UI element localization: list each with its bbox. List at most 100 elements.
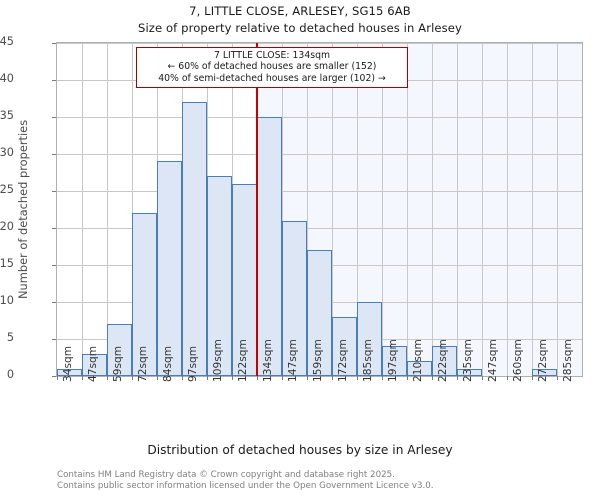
x-tick-mark-185sqm	[357, 376, 358, 380]
footer-line-2: Contains public sector information licen…	[57, 480, 434, 491]
x-tick-mark-34sqm	[57, 376, 58, 380]
gridline-y-35	[57, 117, 582, 118]
y-tick-label-10: 10	[0, 294, 14, 307]
histogram-bar	[432, 346, 457, 376]
x-tick-mark-210sqm	[407, 376, 408, 380]
x-tick-mark-134sqm	[257, 376, 258, 380]
y-tick-mark-20	[52, 228, 56, 229]
y-tick-mark-10	[52, 302, 56, 303]
x-tick-label-122sqm: 122sqm	[237, 339, 249, 382]
y-tick-mark-15	[52, 265, 56, 266]
y-tick-mark-30	[52, 154, 56, 155]
gridline-x-285sqm	[557, 43, 558, 376]
plot-area	[56, 42, 583, 377]
x-tick-mark-197sqm	[382, 376, 383, 380]
x-tick-label-72sqm: 72sqm	[137, 345, 149, 382]
histogram-bar	[132, 213, 157, 376]
y-tick-label-20: 20	[0, 220, 14, 233]
y-tick-mark-0	[52, 376, 56, 377]
histogram-bar	[107, 324, 132, 376]
x-tick-label-197sqm: 197sqm	[387, 339, 399, 382]
gridline-x-260sqm	[507, 43, 508, 376]
histogram-bar	[407, 361, 432, 376]
x-tick-label-260sqm: 260sqm	[512, 339, 524, 382]
x-tick-label-84sqm: 84sqm	[162, 345, 174, 382]
gridline-y-25	[57, 191, 582, 192]
x-tick-mark-97sqm	[182, 376, 183, 380]
x-tick-label-34sqm: 34sqm	[62, 345, 74, 382]
y-tick-label-5: 5	[6, 331, 14, 344]
y-tick-label-40: 40	[0, 72, 14, 85]
x-tick-label-272sqm: 272sqm	[537, 339, 549, 382]
gridline-x-235sqm	[457, 43, 458, 376]
x-tick-label-222sqm: 222sqm	[437, 339, 449, 382]
gridline-x-185sqm	[357, 43, 358, 376]
x-tick-label-97sqm: 97sqm	[187, 345, 199, 382]
property-size-marker-line	[256, 43, 258, 376]
x-tick-label-247sqm: 247sqm	[487, 339, 499, 382]
gridline-x-247sqm	[482, 43, 483, 376]
histogram-bar	[532, 368, 557, 376]
y-tick-label-25: 25	[0, 183, 14, 196]
x-tick-mark-222sqm	[432, 376, 433, 380]
gridline-x-272sqm	[532, 43, 533, 376]
y-tick-mark-25	[52, 191, 56, 192]
x-tick-mark-59sqm	[107, 376, 108, 380]
x-tick-mark-272sqm	[532, 376, 533, 380]
gridline-x-210sqm	[407, 43, 408, 376]
x-tick-label-159sqm: 159sqm	[312, 339, 324, 382]
histogram-bar	[82, 353, 107, 376]
x-tick-mark-72sqm	[132, 376, 133, 380]
x-tick-mark-47sqm	[82, 376, 83, 380]
annotation-property-size: 7 LITTLE CLOSE: 134sqm	[213, 50, 331, 61]
histogram-bar	[57, 368, 82, 376]
x-tick-mark-172sqm	[332, 376, 333, 380]
footer-line-1: Contains HM Land Registry data © Crown c…	[57, 470, 395, 480]
y-tick-label-35: 35	[0, 109, 14, 122]
y-axis-title: Number of detached properties	[16, 119, 30, 299]
histogram-bar	[257, 117, 282, 376]
gridline-x-222sqm	[432, 43, 433, 376]
x-tick-mark-285sqm	[557, 376, 558, 380]
x-tick-mark-147sqm	[282, 376, 283, 380]
y-tick-label-15: 15	[0, 257, 14, 270]
histogram-bar	[357, 302, 382, 376]
histogram-bar	[207, 176, 232, 376]
y-tick-mark-5	[52, 339, 56, 340]
gridline-x-59sqm	[107, 43, 108, 376]
histogram-bar	[382, 346, 407, 376]
x-tick-label-210sqm: 210sqm	[412, 339, 424, 382]
x-tick-label-59sqm: 59sqm	[112, 345, 124, 382]
histogram-bars	[57, 43, 582, 376]
gridline-x-172sqm	[332, 43, 333, 376]
gridline-x-147sqm	[282, 43, 283, 376]
x-tick-mark-235sqm	[457, 376, 458, 380]
x-axis-title: Distribution of detached houses by size …	[147, 443, 453, 457]
x-tick-label-147sqm: 147sqm	[287, 339, 299, 382]
y-tick-label-45: 45	[0, 35, 14, 48]
gridline-x-72sqm	[132, 43, 133, 376]
y-tick-mark-45	[52, 43, 56, 44]
annotation-larger-stat: 40% of semi-detached houses are larger (…	[158, 72, 386, 84]
y-tick-mark-40	[52, 80, 56, 81]
x-tick-mark-159sqm	[307, 376, 308, 380]
chart-title-subtitle: Size of property relative to detached ho…	[138, 21, 462, 35]
gridline-x-159sqm	[307, 43, 308, 376]
x-tick-mark-260sqm	[507, 376, 508, 380]
x-tick-label-235sqm: 235sqm	[462, 339, 474, 382]
histogram-bar	[157, 161, 182, 376]
property-annotation-box: 7 LITTLE CLOSE: 134sqm ← 60% of detached…	[136, 47, 408, 89]
chart-title-address: 7, LITTLE CLOSE, ARLESEY, SG15 6AB	[189, 4, 411, 18]
gridline-y-45	[57, 43, 582, 44]
attribution-footer: Contains HM Land Registry data © Crown c…	[57, 470, 597, 491]
y-tick-label-30: 30	[0, 146, 14, 159]
histogram-bar	[332, 316, 357, 376]
histogram-bar	[307, 250, 332, 376]
y-tick-mark-35	[52, 117, 56, 118]
gridline-y-30	[57, 154, 582, 155]
x-tick-label-285sqm: 285sqm	[562, 339, 574, 382]
x-tick-mark-122sqm	[232, 376, 233, 380]
x-tick-label-47sqm: 47sqm	[87, 345, 99, 382]
x-tick-label-109sqm: 109sqm	[212, 339, 224, 382]
